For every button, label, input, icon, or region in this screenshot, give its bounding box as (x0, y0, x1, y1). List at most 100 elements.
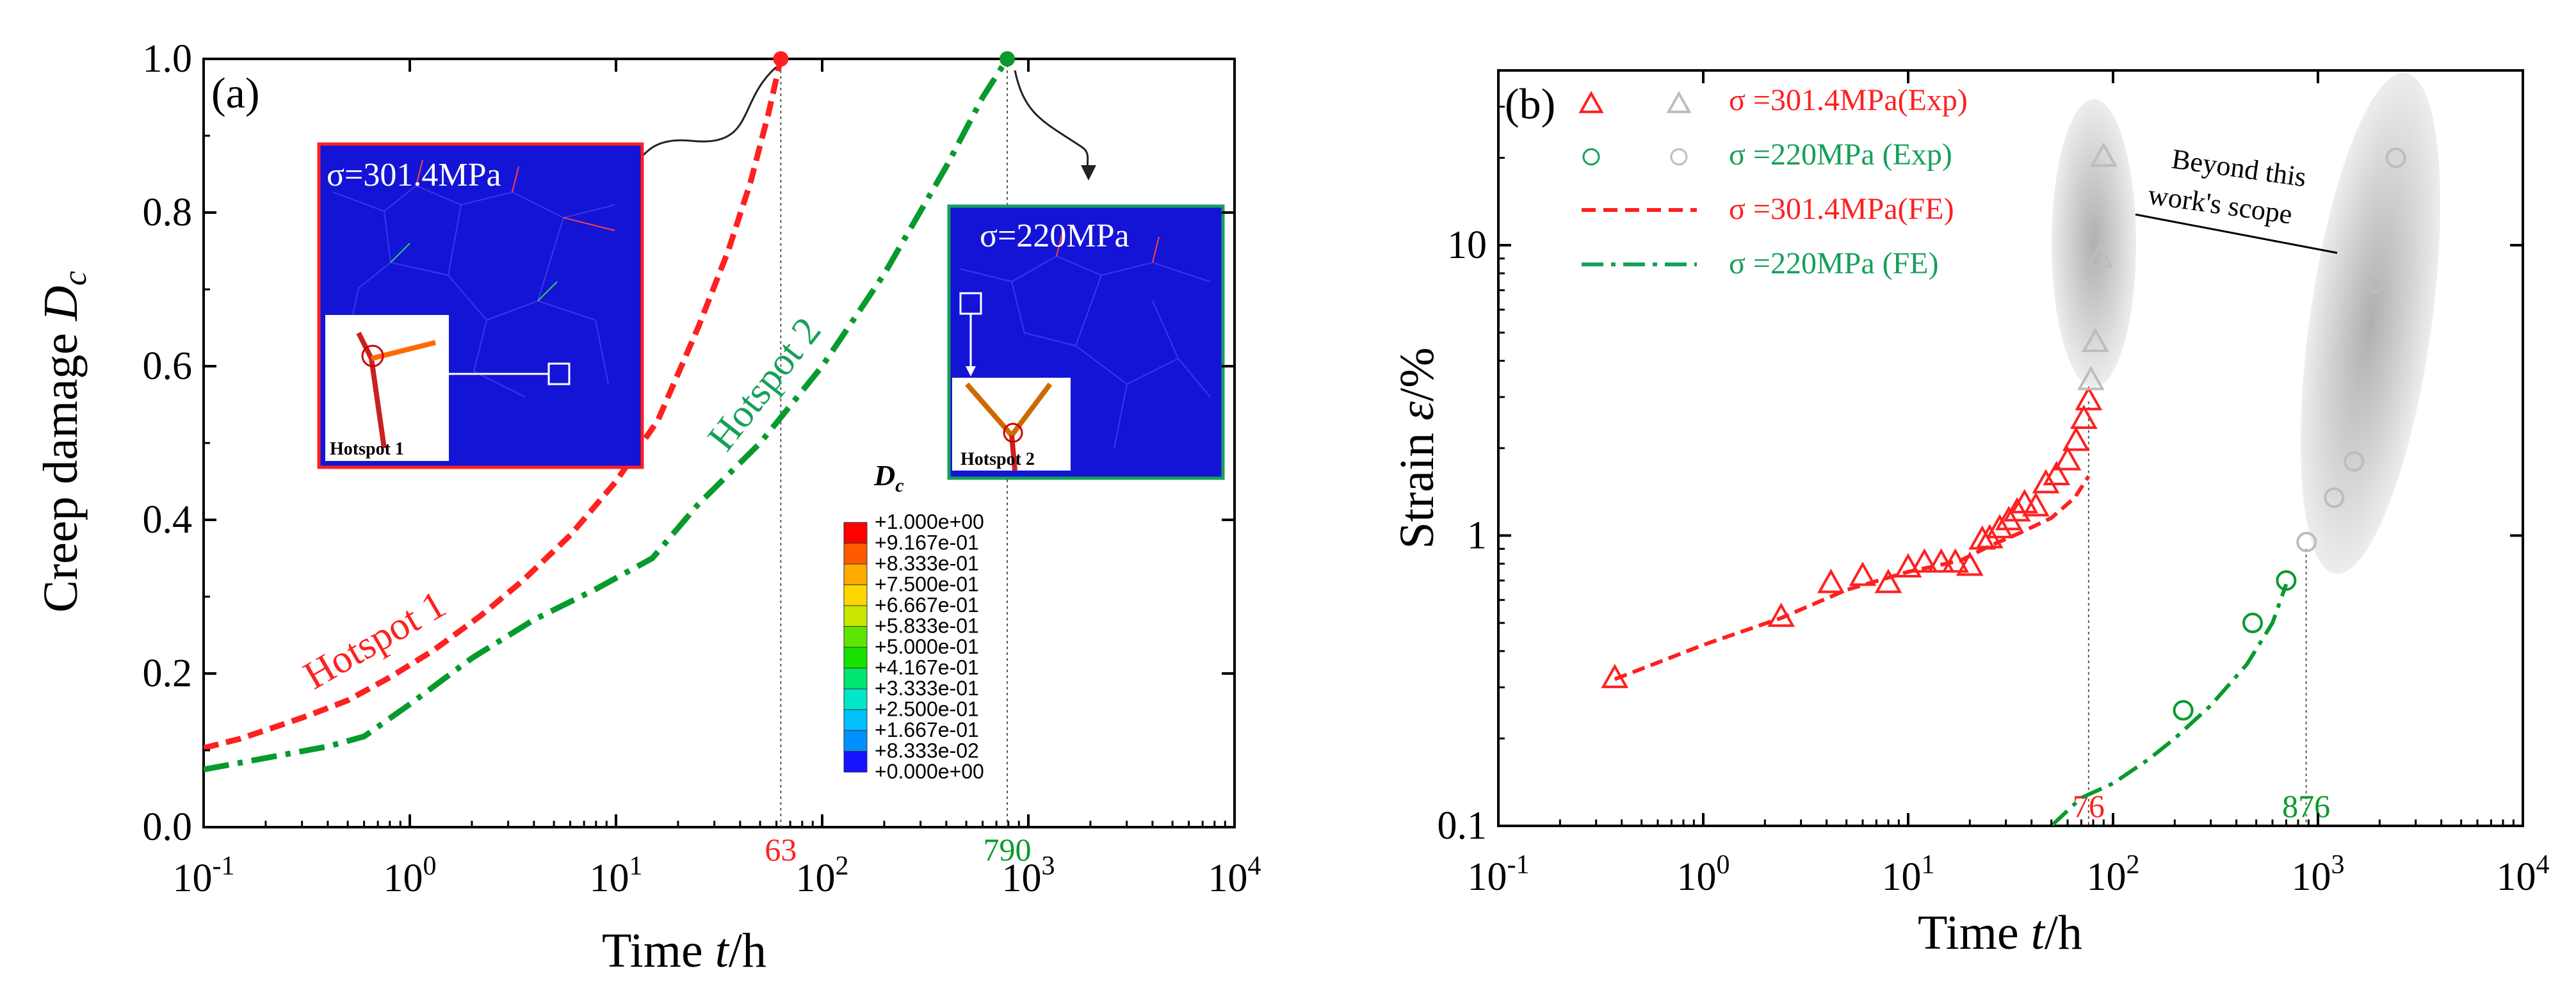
colorbar-label: +4.167e-01 (875, 656, 979, 679)
colorbar-label: +8.333e-01 (875, 552, 979, 575)
panel-b-ytick-label: 0.1 (1438, 804, 1487, 848)
marker-0 (2062, 426, 2090, 451)
marker-1 (2242, 613, 2263, 634)
colorbar-label: +3.333e-01 (875, 677, 979, 700)
panel-b-legend: σ =301.4MPa(Exp) σ =220MPa (Exp) σ =301.4M… (1578, 83, 1968, 280)
arrow-to-inset-2 (1014, 70, 1090, 172)
panel-b-xtick-label: 101 (1882, 850, 1935, 899)
panel-b-vline-label-876: 876 (2282, 788, 2330, 824)
colorbar-swatch (843, 688, 868, 710)
marker-0 (1767, 602, 1795, 627)
colorbar-swatch (843, 709, 868, 731)
colorbar-swatch (843, 522, 868, 544)
colorbar-label: +1.667e-01 (875, 718, 979, 741)
panel-a-label: (a) (211, 69, 259, 117)
marker-1 (2173, 700, 2194, 721)
marker-4 (2077, 366, 2105, 391)
panel-a-xtick-label: 10-1 (173, 851, 235, 900)
marker-0 (1874, 569, 1902, 593)
hotspot-1-failure-dot (773, 51, 789, 67)
panel-b-xtick-label: 100 (1677, 850, 1730, 899)
beyond-scope-pointer (2135, 213, 2338, 254)
marker-4 (2082, 327, 2109, 352)
marker-0 (1927, 548, 1956, 573)
inset-hotspot-1: σ=301.4MPa Hotspot 1 (317, 142, 644, 469)
colorbar-label: +1.000e+00 (875, 510, 984, 533)
hotspot-1-annotation: Hotspot 1 (296, 583, 453, 698)
inset-hotspot-2: σ=220MPa Hotspot 2 (947, 204, 1225, 480)
legend-marker-triangle-gray (1666, 90, 1692, 113)
marker-5 (2344, 451, 2365, 472)
marker-5 (2296, 531, 2317, 552)
colorbar-swatch (843, 668, 868, 690)
fe-301-curve (1614, 475, 2091, 681)
legend-marker-circle-gray (1670, 148, 1688, 166)
marker-0 (2075, 385, 2103, 410)
colorbar-swatches (843, 522, 868, 773)
inset-1-hotspot-label: Hotspot 1 (330, 439, 404, 459)
colorbar-label: +5.833e-01 (875, 615, 979, 638)
beyond-scope-ellipse-2 (2301, 72, 2440, 574)
panel-b-y-ticks: 0.1 1 10 (1438, 69, 2523, 848)
panel-b-ytick-label: 10 (1447, 223, 1487, 267)
legend-label: σ =220MPa (FE) (1729, 246, 1939, 280)
panel-a-ytick-label: 0.8 (143, 191, 193, 234)
marker-4 (2086, 243, 2114, 268)
marker-5 (2385, 147, 2406, 168)
colorbar-swatch (843, 626, 868, 648)
inset-2-hotspot-label: Hotspot 2 (960, 449, 1035, 469)
colorbar-title: Dc (873, 459, 904, 496)
colorbar-swatch (843, 730, 868, 752)
marker-0 (2054, 446, 2082, 471)
colorbar-label: +0.000e+00 (875, 760, 984, 783)
colorbar-label: +9.167e-01 (875, 531, 979, 554)
panel-a-xtick-label: 100 (384, 851, 437, 900)
marker-1 (2276, 570, 2297, 591)
marker-0 (1941, 548, 1970, 573)
panel-a-ytick-label: 0.0 (143, 805, 193, 849)
marker-0 (1910, 548, 1938, 573)
marker-0 (2022, 492, 2050, 517)
hotspot-1-curve (204, 59, 784, 751)
colorbar-label: +6.667e-01 (875, 593, 979, 617)
legend-label: σ =301.4MPa(Exp) (1729, 83, 1968, 117)
marker-0 (1956, 551, 1984, 576)
legend-label: σ =220MPa (Exp) (1729, 138, 1952, 172)
panel-a-ytick-label: 1.0 (143, 37, 193, 81)
marker-0 (2003, 497, 2031, 522)
colorbar-swatch (843, 751, 868, 773)
legend-label: σ =301.4MPa(FE) (1729, 192, 1954, 226)
inset-1-zoom-box (325, 315, 449, 461)
panel-a-xtick-label: 101 (590, 851, 643, 900)
legend-marker-triangle (1578, 90, 1604, 113)
colorbar-swatch (843, 585, 868, 606)
legend-marker-circle (1582, 148, 1600, 166)
panel-a-xtick-label: 102 (796, 851, 849, 900)
marker-5 (2365, 273, 2386, 294)
panel-a-xtick-label: 103 (1002, 851, 1055, 900)
panel-a-ytick-label: 0.6 (143, 344, 193, 388)
colorbar-labels: +1.000e+00+9.167e-01+8.333e-01+7.500e-01… (875, 510, 984, 783)
colorbar-label: +7.500e-01 (875, 573, 979, 596)
colorbar-label: +2.500e-01 (875, 698, 979, 721)
panel-b-xlabel: Time t/h (1918, 906, 2082, 960)
panel-b-xtick-label: 103 (2292, 850, 2345, 899)
hotspot-2-failure-dot (1000, 51, 1016, 67)
marker-0 (1986, 513, 2014, 538)
marker-0 (2032, 469, 2060, 494)
inset-2-title: σ=220MPa (980, 218, 1130, 254)
colorbar-swatch (843, 647, 868, 668)
panel-a-ylabel: Creep damage Dc (34, 271, 93, 613)
panel-a-vline-label-790: 790 (984, 832, 1032, 867)
colorbar-label: +5.000e-01 (875, 635, 979, 658)
marker-0 (1995, 506, 2023, 531)
marker-0 (1849, 561, 1877, 586)
panel-b: (b) 76 876 Beyond this work's scope σ =30… (1390, 69, 2550, 960)
panel-a-vline-label-63: 63 (765, 832, 797, 867)
marker-0 (1601, 663, 1629, 688)
panel-b-vlines: 76 876 (2073, 401, 2330, 826)
colorbar-swatch (843, 543, 868, 565)
colorbar-label: +8.333e-02 (875, 739, 979, 762)
panel-a: (a) 63 790 (34, 37, 1261, 978)
